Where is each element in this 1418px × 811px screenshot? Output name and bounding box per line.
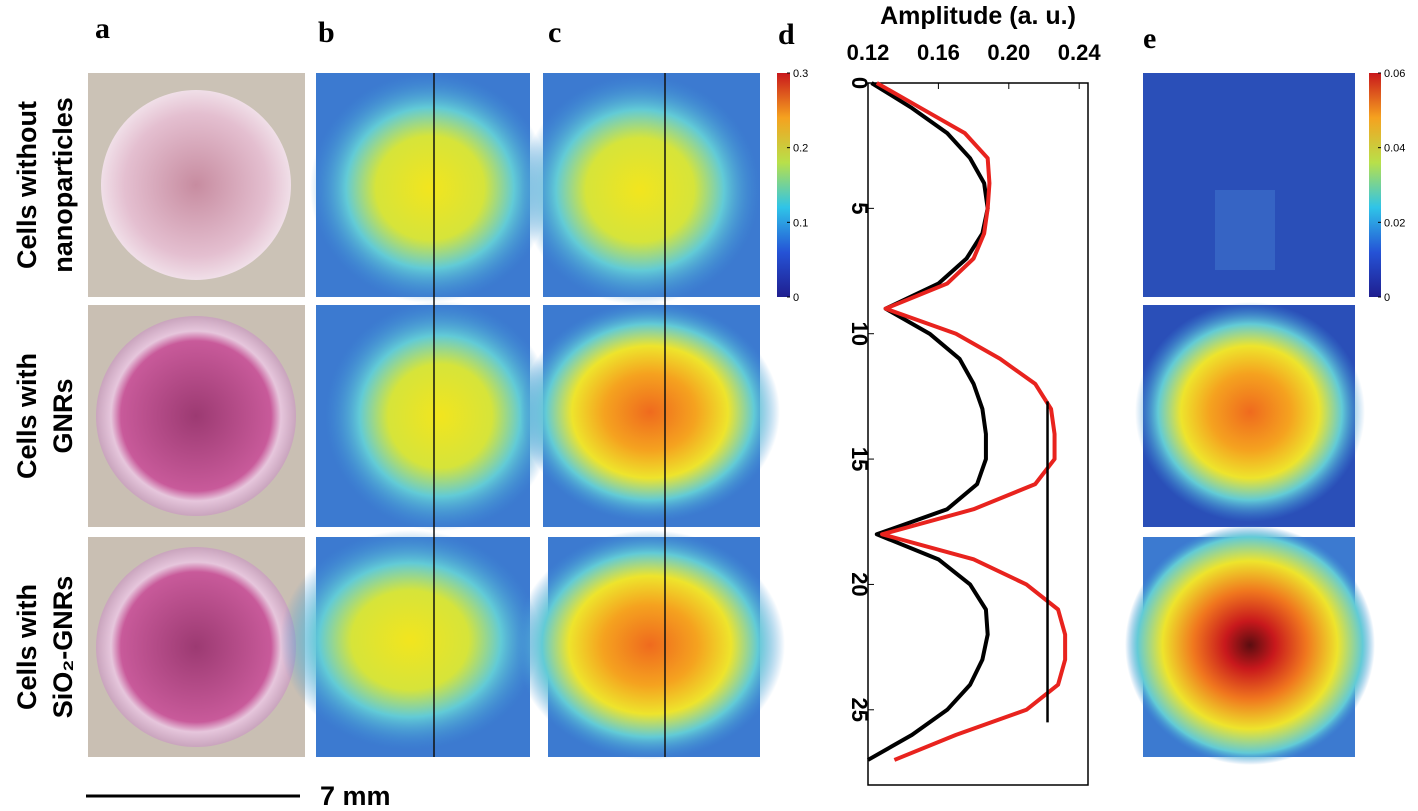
colorbar-tick-label: 0.04 (1384, 143, 1405, 155)
row-label: SiO₂-GNRs (48, 576, 78, 719)
panel-label: a (95, 12, 110, 45)
y-tick-label: 25 (847, 698, 872, 722)
x-tick-label: 0.12 (847, 40, 890, 65)
scale-bar-label: 7 mm (320, 781, 391, 811)
row-label: nanoparticles (48, 97, 78, 273)
photos (88, 73, 305, 757)
y-tick-label: 5 (847, 202, 872, 214)
panel-label: b (318, 16, 335, 49)
line-series (875, 81, 1068, 762)
x-tick-label: 0.16 (917, 40, 960, 65)
colorbar-tick-label: 0 (793, 292, 799, 304)
colorbar-tick-label: 0.1 (793, 217, 808, 229)
y-tick-label: 20 (847, 572, 872, 596)
panel-label: e (1143, 22, 1156, 55)
colorbar-tick-label: 0.02 (1384, 217, 1405, 229)
x-tick-label: 0.20 (987, 40, 1030, 65)
x-axis-label: Amplitude (a. u.) (880, 2, 1076, 30)
colorbar-tick-label: 0.3 (793, 68, 808, 80)
colorbar-tick-label: 0.2 (793, 143, 808, 155)
colorbar-tick-label: 0 (1384, 292, 1390, 304)
heatmaps (86, 73, 1381, 798)
line-series (867, 81, 990, 762)
y-tick-label: 15 (847, 447, 872, 471)
row-label: Cells with (12, 584, 42, 710)
row-label: Cells without (12, 101, 42, 269)
x-tick-label: 0.24 (1058, 40, 1102, 65)
plot-frame (867, 82, 1089, 786)
panel-label: c (548, 16, 561, 49)
row-label: GNRs (48, 378, 78, 453)
row-label: Cells with (12, 353, 42, 479)
panel-label: d (778, 18, 795, 51)
colorbar-tick-label: 0.06 (1384, 68, 1405, 80)
y-tick-label: 10 (847, 321, 872, 345)
y-tick-label: 0 (847, 77, 872, 89)
